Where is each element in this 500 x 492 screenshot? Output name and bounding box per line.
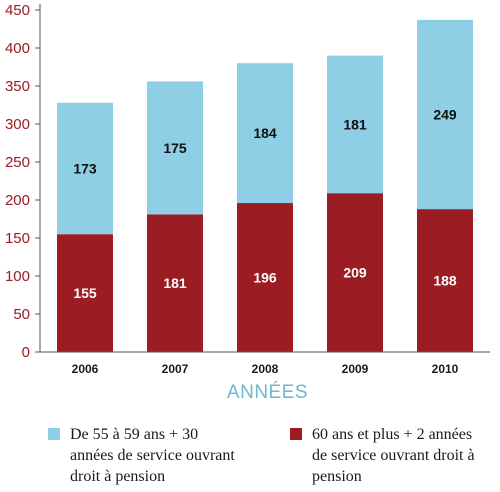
bar-segment-60-plus-2008: [237, 203, 293, 352]
data-label-60-plus-2006: 155: [73, 285, 97, 301]
bar-segment-60-plus-2006: [57, 234, 113, 352]
y-tick-label: 50: [13, 306, 30, 323]
legend-label-55-59: De 55 à 59 ans + 30 années de service ou…: [70, 426, 235, 485]
y-tick-label: 350: [5, 78, 30, 95]
data-label-55-59-2010: 249: [433, 107, 457, 123]
y-tick-label: 0: [22, 344, 30, 361]
y-tick-label: 250: [5, 154, 30, 171]
y-axis: 0 50 100 150 200 250 300 350 400 450: [5, 2, 41, 361]
bar-segment-55-59-2006: [57, 102, 113, 235]
legend-swatch-light-blue: [48, 428, 60, 440]
x-axis: 2006 2007 2008 2009 2010: [40, 351, 490, 376]
data-label-55-59-2009: 181: [343, 116, 367, 132]
y-tick-label: 400: [5, 40, 30, 57]
bar-segment-60-plus-2007: [147, 214, 203, 352]
x-tick-label-2008: 2008: [252, 362, 279, 376]
x-tick-label-2010: 2010: [432, 362, 459, 376]
bar-segment-60-plus-2009: [327, 193, 383, 352]
y-tick-label: 200: [5, 192, 30, 209]
data-label-55-59-2007: 175: [163, 140, 187, 156]
legend-item-60-plus: 60 ans et plus + 2 années de service ouv…: [290, 424, 487, 487]
x-tick-label-2009: 2009: [342, 362, 369, 376]
bar-segment-55-59-2007: [147, 81, 203, 215]
bar-segment-55-59-2008: [237, 63, 293, 204]
x-tick-label-2007: 2007: [162, 362, 189, 376]
data-label-60-plus-2007: 181: [163, 275, 187, 291]
data-label-55-59-2008: 184: [253, 125, 277, 141]
data-label-55-59-2006: 173: [73, 160, 97, 176]
data-label-60-plus-2008: 196: [253, 270, 277, 286]
x-tick-label-2006: 2006: [72, 362, 99, 376]
y-tick-label: 150: [5, 230, 30, 247]
bar-segment-55-59-2009: [327, 55, 383, 194]
y-tick-label: 450: [5, 2, 30, 19]
bar-segment-55-59-2010: [417, 19, 473, 210]
x-axis-title: ANNÉES: [226, 382, 309, 403]
y-tick-label: 100: [5, 268, 30, 285]
y-tick-label: 300: [5, 116, 30, 133]
data-label-60-plus-2009: 209: [343, 265, 367, 281]
legend-item-55-59: De 55 à 59 ans + 30 années de service ou…: [48, 424, 245, 487]
stacked-bar-chart: 0 50 100 150 200 250 300 350 400 450 155 173 181 175…: [5, 2, 490, 376]
data-label-60-plus-2010: 188: [433, 273, 457, 289]
legend-label-60-plus: 60 ans et plus + 2 années de service ouv…: [312, 426, 475, 485]
legend-swatch-dark-red: [290, 428, 302, 440]
bar-segment-60-plus-2010: [417, 209, 473, 352]
bars: 155 173 181 175 196 184 209 181 188 249: [57, 19, 473, 352]
